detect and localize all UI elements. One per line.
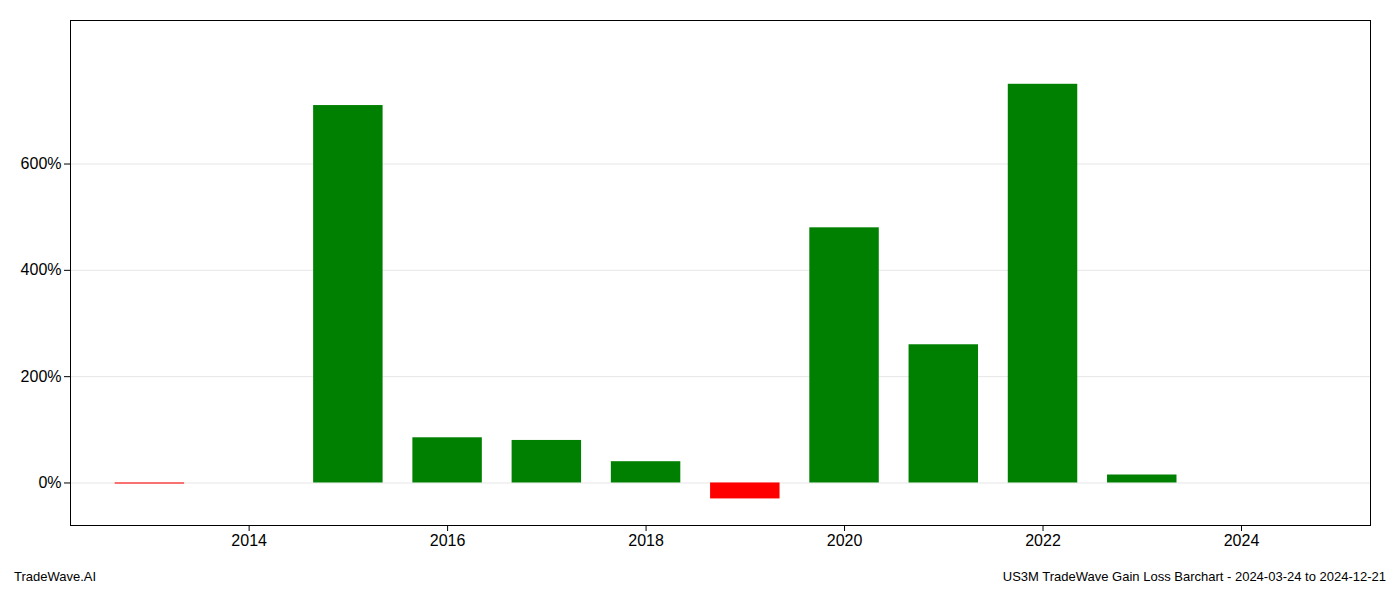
svg-text:2016: 2016 <box>430 532 466 549</box>
html-text:TradeWave.AI: TradeWave.AI <box>14 569 97 584</box>
svg-text:0%: 0% <box>38 474 61 491</box>
html-text:US3M TradeWave Gain Loss Barch: US3M TradeWave Gain Loss Barchart - 2024… <box>1002 569 1386 584</box>
svg-text:400%: 400% <box>21 261 62 278</box>
svg-text:2014: 2014 <box>231 532 267 549</box>
svg-text:2018: 2018 <box>628 532 664 549</box>
svg-text:600%: 600% <box>21 155 62 172</box>
svg-text:2020: 2020 <box>827 532 863 549</box>
svg-text:2022: 2022 <box>1025 532 1061 549</box>
svg-text:200%: 200% <box>21 368 62 385</box>
svg-text:2024: 2024 <box>1224 532 1260 549</box>
